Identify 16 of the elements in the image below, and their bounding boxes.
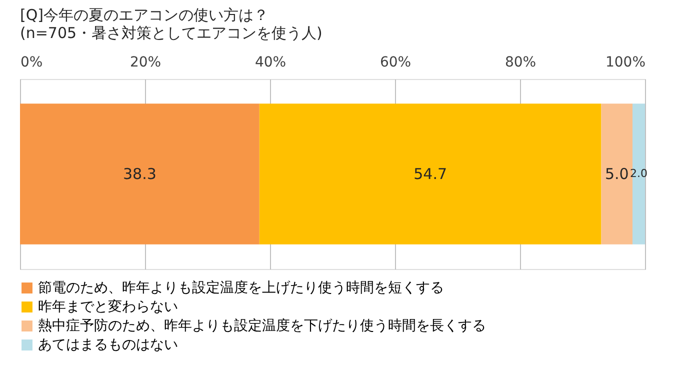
data-label: 2.0: [630, 167, 648, 180]
legend-label: あてはまるものはない: [38, 337, 178, 353]
legend-label: 昨年までと変わらない: [38, 299, 178, 315]
x-tick-label: 0%: [20, 54, 43, 70]
data-label: 54.7: [414, 165, 448, 183]
data-label: 38.3: [122, 165, 156, 183]
data-label: 5.0: [604, 165, 629, 183]
x-tick-label: 20%: [130, 54, 162, 70]
x-tick-label: 40%: [254, 54, 286, 70]
chart-title: [Q]今年の夏のエアコンの使い方は？: [20, 6, 269, 24]
chart-subtitle: (n=705・暑さ対策としてエアコンを使う人): [20, 24, 322, 42]
legend-label: 節電のため、昨年よりも設定温度を上げたり使う時間を短くする: [38, 280, 444, 296]
x-tick-label: 60%: [380, 54, 412, 70]
legend-label: 熱中症予防のため、昨年よりも設定温度を下げたり使う時間を長くする: [38, 318, 486, 334]
x-tick-label: 100%: [605, 54, 646, 70]
x-tick-label: 80%: [504, 54, 536, 70]
